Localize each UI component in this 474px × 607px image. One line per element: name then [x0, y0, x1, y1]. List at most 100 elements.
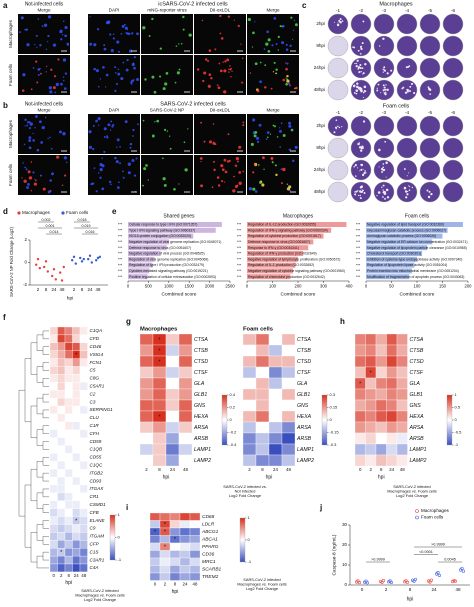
- plaque: [360, 149, 363, 152]
- term-label: Modification of fragmentation of apoptot…: [367, 275, 464, 279]
- cell-signal: [30, 190, 33, 192]
- heatmap-cell: [79, 397, 88, 407]
- cell-signal: [112, 37, 115, 40]
- data-point: [46, 270, 49, 273]
- gene-label: GLB1: [194, 392, 207, 398]
- gene-label: CLU: [90, 415, 100, 420]
- heatmap-cell: [396, 377, 408, 390]
- cell-signal: [164, 128, 167, 131]
- cell-signal: [159, 47, 162, 50]
- cell-signal: [24, 125, 26, 127]
- term-label: Cholesterol transport (GO:0030301): [367, 252, 421, 256]
- cell-signal: [41, 125, 45, 130]
- cell-signal: [275, 43, 278, 46]
- plaque: [355, 62, 357, 65]
- significance: ***: [237, 275, 242, 279]
- cell-signal: [181, 43, 183, 45]
- heatmap-cell: [57, 405, 66, 415]
- cell-signal: [95, 190, 98, 193]
- cell-signal: [203, 140, 206, 143]
- significance: ***: [237, 234, 242, 238]
- micrograph: [88, 55, 140, 95]
- plaque: [356, 85, 359, 89]
- cell-signal: [115, 82, 118, 86]
- plaque: [378, 148, 381, 152]
- cell-signal: [207, 84, 211, 88]
- cell-signal: [219, 69, 223, 73]
- heatmap-cell: [64, 508, 73, 517]
- colorbar-tick-label: -0.3: [330, 442, 338, 447]
- gene-label: LAMP1: [194, 447, 211, 453]
- cell-signal: [64, 34, 68, 38]
- cell-signal: [34, 178, 36, 180]
- row-label: 48hpi: [314, 189, 325, 194]
- row-label: Macrophages: [8, 19, 13, 48]
- heatmap-cell: [268, 344, 283, 357]
- plaque: [383, 168, 386, 171]
- cell-signal: [162, 157, 164, 160]
- heatmap-cell: [139, 410, 154, 423]
- plaque: [384, 92, 387, 96]
- x-tick-label: 100: [269, 284, 277, 289]
- cell-signal: [114, 66, 117, 69]
- well: [327, 35, 349, 57]
- x-tick-label: 8: [68, 573, 71, 578]
- plaque: [339, 18, 342, 21]
- gene-label: C1S: [90, 549, 100, 554]
- heatmap-cell: [189, 565, 201, 574]
- cell-signal: [62, 76, 65, 78]
- heatmap-cell: [57, 358, 66, 367]
- bar: [128, 274, 148, 280]
- gene-label: C3: [90, 399, 96, 404]
- heatmap-cell: [79, 358, 88, 367]
- gene-label: C9: [90, 526, 96, 531]
- gene-label: CTSD: [410, 359, 424, 365]
- cell-signal: [272, 71, 275, 73]
- significance: ***: [356, 275, 361, 279]
- well: [419, 13, 441, 35]
- plaque: [383, 66, 385, 68]
- heatmap-cell: [72, 421, 81, 430]
- cell-signal: [201, 19, 204, 22]
- x-axis-label: hpi: [172, 589, 179, 595]
- cell-signal: [217, 184, 221, 187]
- heatmap-cell: [354, 432, 366, 445]
- cell-signal: [166, 130, 169, 132]
- heatmap-cell: [169, 572, 181, 581]
- heatmap-cell: [281, 432, 296, 445]
- heatmap-cell: [281, 333, 296, 346]
- cell-signal: [117, 68, 120, 71]
- significance: ***: [356, 252, 361, 256]
- heatmap-cell: [165, 388, 180, 401]
- data-point: [36, 257, 40, 261]
- cell-signal: [142, 119, 145, 122]
- cell-signal: [132, 128, 135, 132]
- cell-signal: [156, 119, 160, 123]
- significance-star: *: [75, 352, 78, 358]
- cell-signal: [33, 182, 37, 186]
- gene-label: CD68: [202, 514, 215, 520]
- colorbar-tick-label: 0.4: [230, 392, 236, 397]
- gene-label: CFP: [90, 541, 100, 546]
- heatmap-cell: [139, 432, 154, 445]
- heatmap-cell: [189, 572, 201, 581]
- cell-signal: [130, 79, 134, 83]
- group-title: Foam cells: [383, 103, 410, 109]
- cell-signal: [261, 183, 265, 187]
- heatmap-cell: [72, 390, 81, 399]
- control-label: Not-infected cells: [25, 1, 64, 7]
- cell-signal: [271, 44, 274, 47]
- cell-signal: [184, 168, 188, 172]
- plaque: [380, 92, 382, 94]
- colorbar: [239, 517, 246, 563]
- cell-signal: [248, 187, 253, 191]
- cell-signal: [242, 124, 245, 127]
- heatmap-cell: [49, 476, 58, 486]
- micrograph: [194, 55, 246, 95]
- heatmap-cell: [396, 454, 408, 467]
- heatmap-cell: [165, 366, 180, 379]
- colorbar-tick-label: -0.2: [230, 430, 238, 435]
- significance: ***: [237, 252, 242, 256]
- heatmap-cell: [79, 484, 88, 494]
